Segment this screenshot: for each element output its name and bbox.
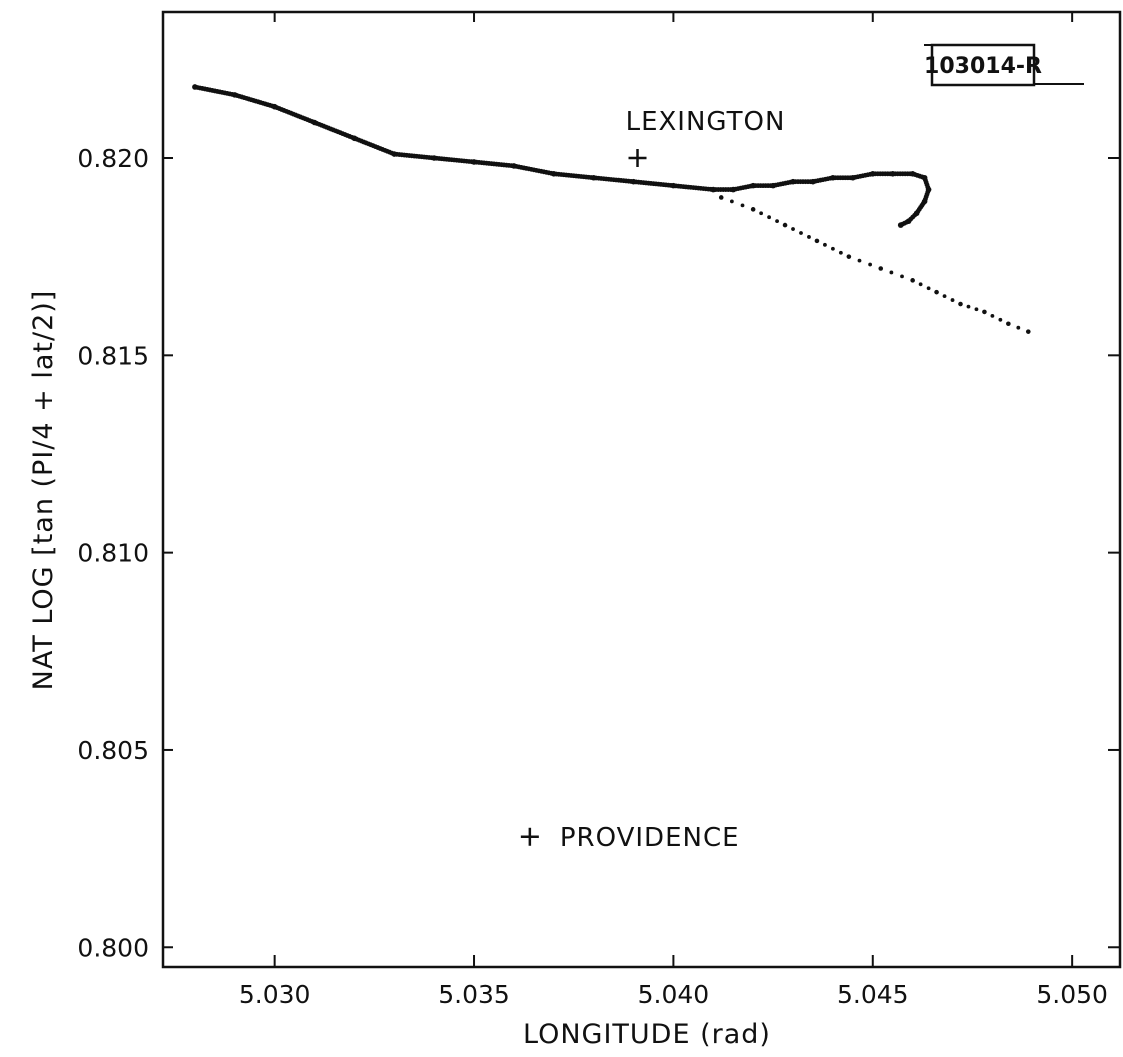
track-dot [1016, 325, 1021, 330]
track-dot [838, 250, 843, 255]
plot-frame [161, 10, 1122, 969]
x-tick-label: 5.030 [239, 980, 311, 1009]
y-tick-label: 0.800 [77, 933, 149, 962]
y-tick-label: 0.820 [77, 144, 149, 173]
track-dot [950, 298, 955, 302]
y-tick-label: 0.810 [77, 539, 149, 568]
track-dot [729, 199, 734, 204]
track-dot [799, 231, 803, 235]
track-dot [868, 262, 873, 267]
track-dot [823, 242, 827, 247]
track-dot [767, 215, 771, 220]
track-dot [831, 246, 835, 251]
x-tick-label: 5.045 [837, 980, 909, 1009]
data-point [814, 238, 820, 244]
x-tick-label: 5.040 [638, 980, 710, 1009]
track-dot [807, 235, 811, 239]
x-axis-title: LONGITUDE (rad) [523, 1019, 771, 1050]
data-point [878, 266, 884, 271]
figure-id-label: 103014-R [924, 54, 1042, 79]
data-point [982, 309, 987, 315]
y-axis-title: NAT LOG [tan (PI/4 + lat/2)] [28, 290, 59, 691]
track-dot [942, 294, 947, 299]
track-dot [889, 270, 894, 275]
station-label: PROVIDENCE [560, 823, 740, 853]
track-dot [990, 313, 995, 318]
y-tick-label: 0.805 [77, 736, 149, 765]
track-dot [740, 203, 745, 208]
track-dot [900, 274, 904, 279]
track-dot [974, 307, 979, 312]
x-tick-label: 5.035 [438, 980, 510, 1009]
data-point [934, 289, 939, 295]
track-dot [966, 304, 971, 309]
track-dot [791, 227, 795, 231]
data-point [958, 301, 963, 307]
track-dot [857, 258, 862, 263]
data-point [897, 222, 904, 228]
data-point [782, 222, 788, 228]
y-tick-label: 0.815 [77, 341, 149, 370]
data-point [846, 254, 852, 259]
data-point [1006, 321, 1011, 327]
station-label: LEXINGTON [626, 107, 786, 137]
x-tick-label: 5.050 [1036, 980, 1108, 1009]
track-dot [998, 317, 1003, 322]
data-point [910, 278, 915, 283]
data-point [1025, 329, 1031, 334]
track-dot [775, 219, 779, 224]
data-point [750, 207, 756, 212]
figure-id-box [930, 43, 1036, 87]
track-dot [759, 211, 764, 216]
track-dot [926, 286, 931, 291]
data-point [718, 195, 724, 200]
track-dot [918, 282, 923, 287]
